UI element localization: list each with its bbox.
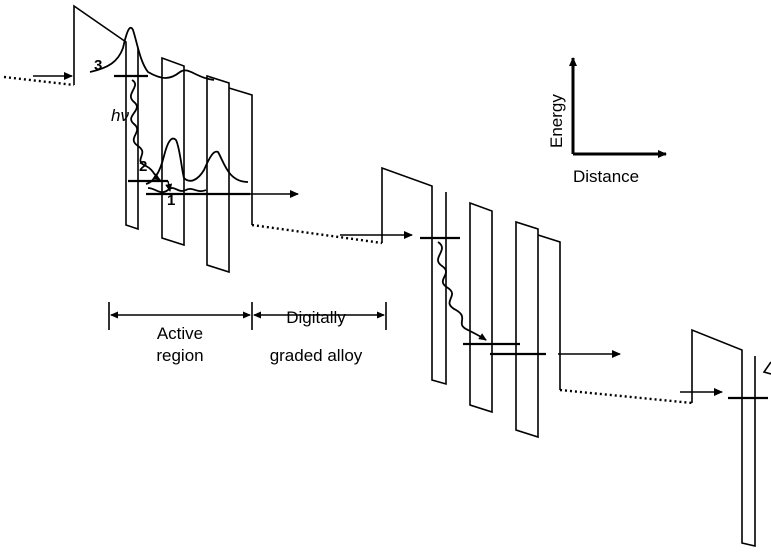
- stage-1: 3 2 1 hν: [3, 4, 299, 274]
- barrier-3-stage-2: [515, 220, 539, 439]
- injector-dotted-line-3: [559, 388, 693, 405]
- barrier-injection-2: [381, 166, 447, 386]
- photon-emission-wave-2: [437, 241, 487, 341]
- relaxation-arrow: [165, 180, 173, 192]
- stage-3: [680, 328, 771, 548]
- barrier-4-stage-2: [537, 234, 561, 390]
- barrier-injection-3: [691, 328, 756, 548]
- barrier-3: [206, 74, 230, 274]
- active-region-label-line2: region: [156, 346, 203, 365]
- photon-label: hν: [111, 106, 129, 125]
- barrier-2: [161, 56, 185, 247]
- injector-dotted-line-2: [251, 223, 383, 245]
- level-1-label: 1: [167, 192, 175, 209]
- level-3-label: 3: [94, 57, 102, 74]
- stage-2: [340, 166, 621, 439]
- level-2-label: 2: [139, 158, 147, 175]
- graded-alloy-label-line1: Digitally: [286, 308, 346, 327]
- barrier-2-stage-3: [762, 361, 771, 375]
- axes-indicator: Energy Distance: [547, 57, 667, 186]
- barrier-4: [228, 87, 253, 225]
- injector-dotted-line-1: [3, 75, 75, 87]
- barrier-injection-1: [73, 4, 139, 231]
- distance-axis-label: Distance: [573, 167, 639, 186]
- photon-emission-wave-1: [129, 79, 161, 181]
- graded-alloy-label-line2: graded alloy: [270, 346, 363, 365]
- wavefunction-2: [145, 137, 249, 185]
- wavefunction-3: [89, 26, 215, 81]
- active-region-label-line1: Active: [157, 324, 203, 343]
- wavefunction-1: [147, 187, 207, 194]
- region-brackets: Active region Digitally graded alloy: [108, 302, 387, 365]
- energy-axis-label: Energy: [547, 94, 566, 148]
- barrier-2-stage-2: [469, 201, 493, 414]
